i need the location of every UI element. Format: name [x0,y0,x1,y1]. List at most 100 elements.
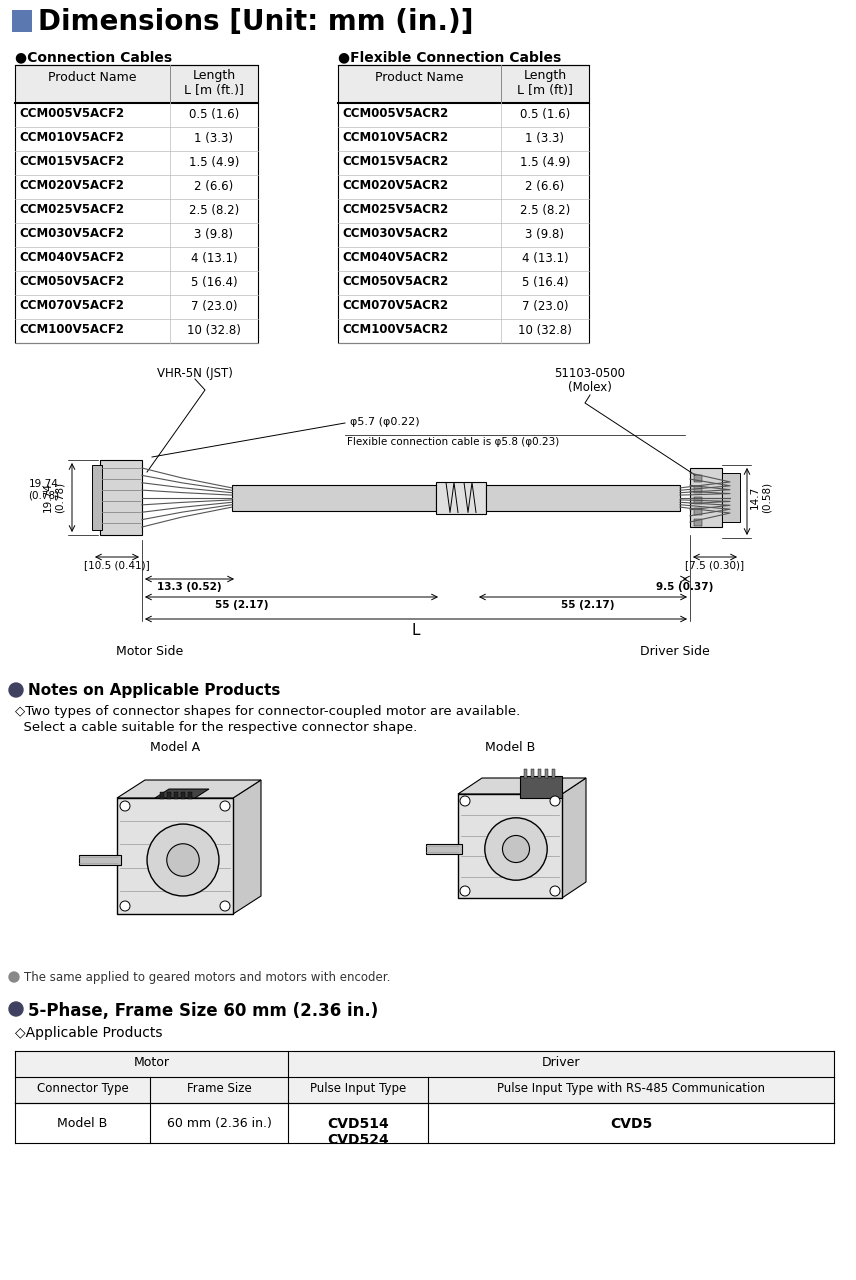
Bar [338,65,589,102]
Bar [532,769,534,778]
Bar [694,497,702,504]
Text: 2.5 (8.2): 2.5 (8.2) [189,204,239,218]
Text: 7 (23.0): 7 (23.0) [522,300,568,314]
Text: ●Flexible Connection Cables: ●Flexible Connection Cables [338,50,562,64]
Text: CCM100V5ACR2: CCM100V5ACR2 [342,323,449,335]
Text: 10 (32.8): 10 (32.8) [187,324,241,337]
Text: 19.74
(0.78): 19.74 (0.78) [28,479,60,500]
Bar [15,65,258,343]
Text: 19.74
(0.78): 19.74 (0.78) [43,483,65,513]
Bar [436,481,486,513]
Text: Notes on Applicable Products: Notes on Applicable Products [28,684,281,698]
Circle shape [9,1002,23,1016]
Text: CVD514
CVD524: CVD514 CVD524 [327,1117,389,1147]
Bar [426,844,462,854]
Text: CCM040V5ACR2: CCM040V5ACR2 [342,251,449,264]
Bar [188,792,192,799]
Circle shape [220,801,230,812]
Text: [7.5 (0.30)]: [7.5 (0.30)] [686,561,745,570]
Circle shape [120,901,130,911]
Circle shape [9,684,23,698]
Bar [552,769,556,778]
Text: Driver: Driver [542,1056,580,1069]
Bar [12,10,32,32]
Polygon shape [458,778,586,794]
Text: 0.5 (1.6): 0.5 (1.6) [189,108,239,122]
Text: Model A: Model A [150,741,200,754]
Bar [100,460,142,535]
Text: φ5.7 (φ0.22): φ5.7 (φ0.22) [350,417,419,428]
Text: 60 mm (2.36 in.): 60 mm (2.36 in.) [167,1117,271,1130]
Text: CCM050V5ACR2: CCM050V5ACR2 [342,275,449,288]
Text: 5 (16.4): 5 (16.4) [521,276,568,289]
Bar [15,65,258,102]
Text: CCM025V5ACF2: CCM025V5ACF2 [19,204,124,216]
Text: Motor: Motor [134,1056,169,1069]
Bar [694,518,702,526]
Text: CCM070V5ACR2: CCM070V5ACR2 [342,300,449,312]
Bar [486,485,680,511]
Text: Pulse Input Type: Pulse Input Type [310,1082,406,1094]
Text: CCM050V5ACF2: CCM050V5ACF2 [19,275,124,288]
Text: Dimensions [Unit: mm (in.)]: Dimensions [Unit: mm (in.)] [38,8,473,36]
Text: CCM010V5ACF2: CCM010V5ACF2 [19,131,124,143]
Circle shape [502,836,530,863]
Bar [525,769,527,778]
Text: 7 (23.0): 7 (23.0) [191,300,237,314]
Text: 1 (3.3): 1 (3.3) [194,132,234,145]
Text: CCM100V5ACF2: CCM100V5ACF2 [19,323,124,335]
Text: Motor Side: Motor Side [116,645,184,658]
Text: 5 (16.4): 5 (16.4) [191,276,237,289]
Polygon shape [155,788,209,797]
Bar [694,508,702,515]
Text: Pulse Input Type with RS-485 Communication: Pulse Input Type with RS-485 Communicati… [497,1082,765,1094]
Bar [338,65,589,343]
Text: CCM005V5ACR2: CCM005V5ACR2 [342,108,449,120]
Text: Connector Type: Connector Type [37,1082,128,1094]
Text: 4 (13.1): 4 (13.1) [191,252,237,265]
Text: [10.5 (0.41)]: [10.5 (0.41)] [84,561,150,570]
Text: 1.5 (4.9): 1.5 (4.9) [189,156,239,169]
Text: 5-Phase, Frame Size 60 mm (2.36 in.): 5-Phase, Frame Size 60 mm (2.36 in.) [28,1002,378,1020]
Circle shape [167,844,199,877]
Circle shape [460,796,470,806]
Bar [15,1076,834,1103]
Text: 2 (6.6): 2 (6.6) [526,180,565,193]
Bar [520,776,562,797]
Text: Driver Side: Driver Side [640,645,710,658]
Text: 14.7
(0.58): 14.7 (0.58) [750,483,772,513]
Text: Model B: Model B [57,1117,108,1130]
Circle shape [147,824,219,896]
Circle shape [550,796,560,806]
Text: 55 (2.17): 55 (2.17) [562,600,615,611]
Text: 2.5 (8.2): 2.5 (8.2) [520,204,570,218]
Text: ◇Applicable Products: ◇Applicable Products [15,1027,163,1039]
Polygon shape [562,778,586,899]
Text: CCM005V5ACF2: CCM005V5ACF2 [19,108,124,120]
Text: Length
L [m (ft)]: Length L [m (ft)] [517,69,573,97]
Bar [722,474,740,522]
Polygon shape [233,780,261,914]
Circle shape [120,801,130,812]
Bar [79,855,121,865]
Circle shape [460,886,470,896]
Text: 1.5 (4.9): 1.5 (4.9) [520,156,570,169]
Circle shape [550,886,560,896]
Text: 0.5 (1.6): 0.5 (1.6) [520,108,570,122]
Circle shape [484,818,547,881]
Bar [458,794,562,899]
Text: 4 (13.1): 4 (13.1) [521,252,568,265]
Text: Length
L [m (ft.)]: Length L [m (ft.)] [184,69,244,97]
Text: Product Name: Product Name [375,70,464,84]
Bar [181,792,185,799]
Bar [545,769,549,778]
Text: CCM070V5ACF2: CCM070V5ACF2 [19,300,124,312]
Bar [232,485,436,511]
Bar [174,792,178,799]
Bar [92,465,102,530]
Text: 51103-0500: 51103-0500 [555,367,626,380]
Text: The same applied to geared motors and motors with encoder.: The same applied to geared motors and mo… [24,972,390,984]
Text: Select a cable suitable for the respective connector shape.: Select a cable suitable for the respecti… [15,721,417,733]
Text: 13.3 (0.52): 13.3 (0.52) [158,582,222,591]
Bar [15,1051,834,1076]
